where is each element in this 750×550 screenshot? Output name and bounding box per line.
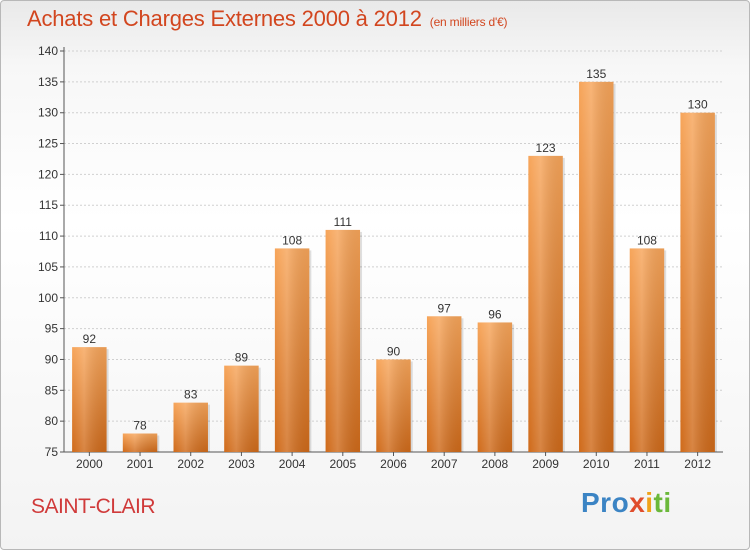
commune-name: SAINT-CLAIR	[31, 495, 156, 518]
x-tick-label: 2008	[482, 457, 509, 471]
x-tick-label: 2004	[279, 457, 306, 471]
y-tick-label: 120	[38, 167, 58, 181]
unit-text: (en milliers d'€)	[429, 15, 508, 29]
y-tick-label: 90	[45, 352, 59, 366]
x-tick-label: 2007	[431, 457, 458, 471]
bar-highlight	[579, 81, 614, 452]
x-tick-label: 2011	[634, 457, 660, 471]
data-label: 123	[536, 141, 556, 155]
proxiti-logo: Proxiti	[581, 487, 672, 518]
y-tick-label: 80	[45, 414, 59, 428]
bar-highlight	[72, 347, 107, 452]
x-tick-label: 2012	[684, 457, 711, 471]
bar-highlight	[376, 359, 411, 452]
bar-highlight	[325, 229, 361, 452]
bar-highlight	[477, 322, 513, 452]
y-tick-label: 95	[45, 322, 59, 336]
bar-highlight	[680, 112, 715, 452]
bar-highlight	[122, 433, 158, 452]
data-label: 90	[387, 344, 401, 358]
x-tick-label: 2002	[177, 457, 204, 471]
y-tick-label: 110	[39, 229, 58, 243]
x-tick-label: 2001	[127, 457, 154, 471]
data-label: 108	[637, 233, 657, 247]
bar-highlight	[629, 248, 665, 452]
y-tick-label: 115	[39, 198, 58, 212]
y-tick-label: 140	[38, 44, 58, 58]
data-label: 78	[133, 418, 147, 432]
y-tick-label: 135	[38, 75, 58, 89]
x-tick-label: 2006	[380, 457, 407, 471]
x-tick-label: 2009	[532, 457, 559, 471]
bar-highlight	[426, 316, 462, 452]
data-label: 108	[282, 233, 302, 247]
x-tick-label: 2010	[583, 457, 610, 471]
x-tick-label: 2000	[76, 457, 103, 471]
data-label: 96	[488, 307, 502, 321]
y-tick-label: 125	[38, 137, 58, 151]
title-text: Achats et Charges Externes 2000 à 2012	[27, 6, 422, 31]
data-label: 97	[438, 301, 452, 315]
bar-highlight	[173, 402, 208, 452]
data-label: 89	[235, 351, 249, 365]
data-label: 130	[688, 98, 708, 112]
data-label: 135	[586, 67, 606, 81]
chart-title: Achats et Charges Externes 2000 à 2012 (e…	[27, 6, 508, 32]
x-tick-label: 2003	[228, 457, 255, 471]
y-tick-label: 75	[45, 445, 59, 459]
x-tick-label: 2005	[329, 457, 356, 471]
y-tick-label: 130	[38, 106, 58, 120]
data-label: 92	[83, 332, 97, 346]
bar-highlight	[274, 248, 310, 452]
data-label: 83	[184, 388, 198, 402]
bar-highlight	[224, 365, 259, 452]
data-label: 111	[334, 215, 353, 229]
y-tick-label: 85	[45, 383, 59, 397]
y-tick-label: 105	[38, 260, 58, 274]
y-tick-label: 100	[38, 291, 58, 305]
bar-highlight	[528, 155, 563, 452]
